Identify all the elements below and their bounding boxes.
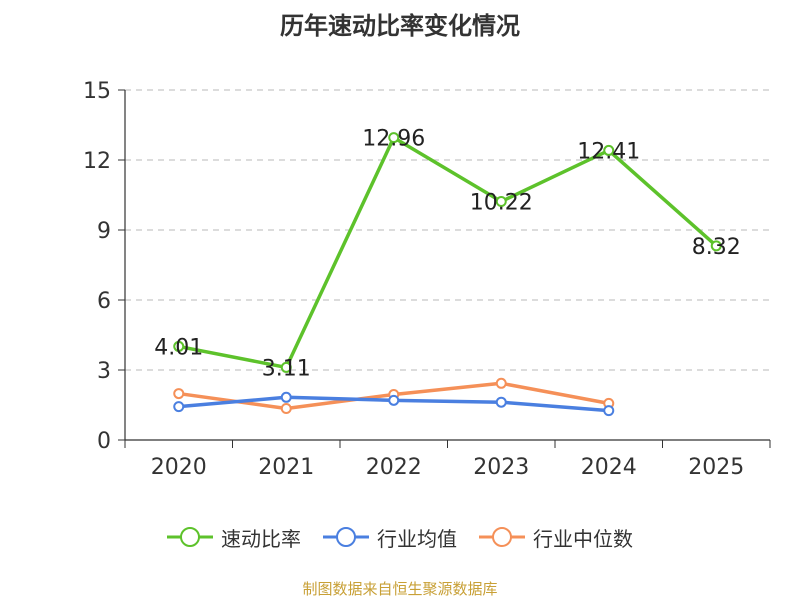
legend: 速动比率 行业均值 行业中位数 bbox=[0, 520, 800, 554]
x-tick-label: 2024 bbox=[581, 455, 637, 480]
y-tick-label: 6 bbox=[97, 289, 111, 314]
data-point bbox=[495, 377, 507, 389]
data-point bbox=[603, 405, 615, 417]
series-line-0 bbox=[178, 135, 718, 370]
legend-item: 行业中位数 bbox=[479, 523, 633, 552]
legend-line-marker-icon bbox=[323, 527, 369, 547]
y-tick-label: 15 bbox=[83, 79, 111, 104]
data-label: 4.01 bbox=[154, 335, 203, 360]
data-point bbox=[280, 391, 292, 403]
grid-lines bbox=[125, 89, 770, 371]
data-point bbox=[495, 396, 507, 408]
x-tick-label: 2020 bbox=[151, 455, 207, 480]
data-point bbox=[388, 394, 400, 406]
data-point bbox=[173, 340, 185, 352]
series-lines bbox=[173, 132, 722, 417]
x-tick-label: 2023 bbox=[473, 455, 529, 480]
legend-label: 行业均值 bbox=[377, 526, 457, 551]
data-label: 8.32 bbox=[692, 235, 741, 260]
y-tick-label: 0 bbox=[97, 429, 111, 454]
legend-label: 行业中位数 bbox=[533, 526, 633, 551]
data-point bbox=[173, 388, 185, 400]
y-tick-label: 3 bbox=[97, 359, 111, 384]
x-tick-label: 2025 bbox=[688, 455, 744, 480]
data-point bbox=[388, 132, 400, 144]
data-point bbox=[173, 401, 185, 413]
data-point bbox=[280, 361, 292, 373]
x-tick-label: 2021 bbox=[258, 455, 314, 480]
data-point bbox=[710, 240, 722, 252]
source-note: 制图数据来自恒生聚源数据库 bbox=[302, 580, 498, 598]
data-labels: 4.01 3.11 12.96 10.22 12.41 8.32 bbox=[154, 127, 740, 382]
data-point bbox=[603, 144, 615, 156]
chart-title: 历年速动比率变化情况 bbox=[280, 12, 520, 40]
legend-line-marker-icon bbox=[167, 527, 213, 547]
x-tick-label: 2022 bbox=[366, 455, 422, 480]
data-label: 10.22 bbox=[470, 191, 533, 216]
y-tick-label: 12 bbox=[83, 149, 111, 174]
legend-item: 速动比率 bbox=[167, 523, 301, 552]
legend-label: 速动比率 bbox=[221, 526, 301, 551]
legend-item: 行业均值 bbox=[323, 523, 457, 552]
y-tick-label: 9 bbox=[97, 219, 111, 244]
data-label: 3.11 bbox=[262, 356, 311, 381]
data-point bbox=[495, 196, 507, 208]
data-label: 12.41 bbox=[577, 139, 640, 164]
legend-line-marker-icon bbox=[479, 527, 525, 547]
axes: 0 3 6 9 12 15 2020 2021 2022 2023 2024 2025 bbox=[83, 79, 771, 480]
data-point bbox=[280, 403, 292, 414]
data-label: 12.96 bbox=[362, 127, 425, 152]
